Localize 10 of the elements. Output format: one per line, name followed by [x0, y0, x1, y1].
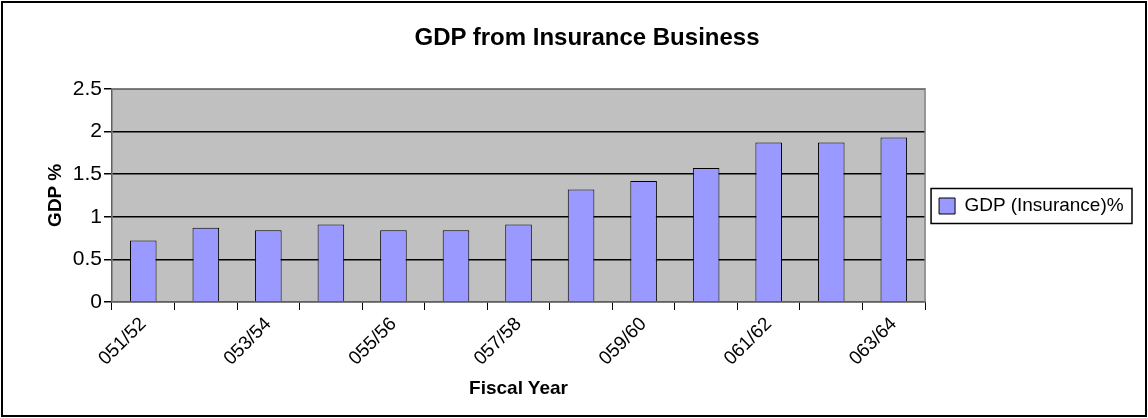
y-tick-label: 2.5	[72, 75, 102, 99]
x-axis-title: Fiscal Year	[469, 376, 569, 398]
legend-label: GDP (Insurance)%	[964, 194, 1124, 216]
y-tick-label: 1.5	[72, 160, 102, 184]
y-tick-label: 1	[90, 203, 102, 227]
y-tick-label: 2	[90, 118, 102, 142]
y-axis-title: GDP %	[43, 163, 65, 227]
y-tick-label: 0	[90, 288, 102, 312]
chart-title: GDP from Insurance Business	[414, 23, 760, 51]
y-tick-label: 0.5	[72, 246, 102, 270]
